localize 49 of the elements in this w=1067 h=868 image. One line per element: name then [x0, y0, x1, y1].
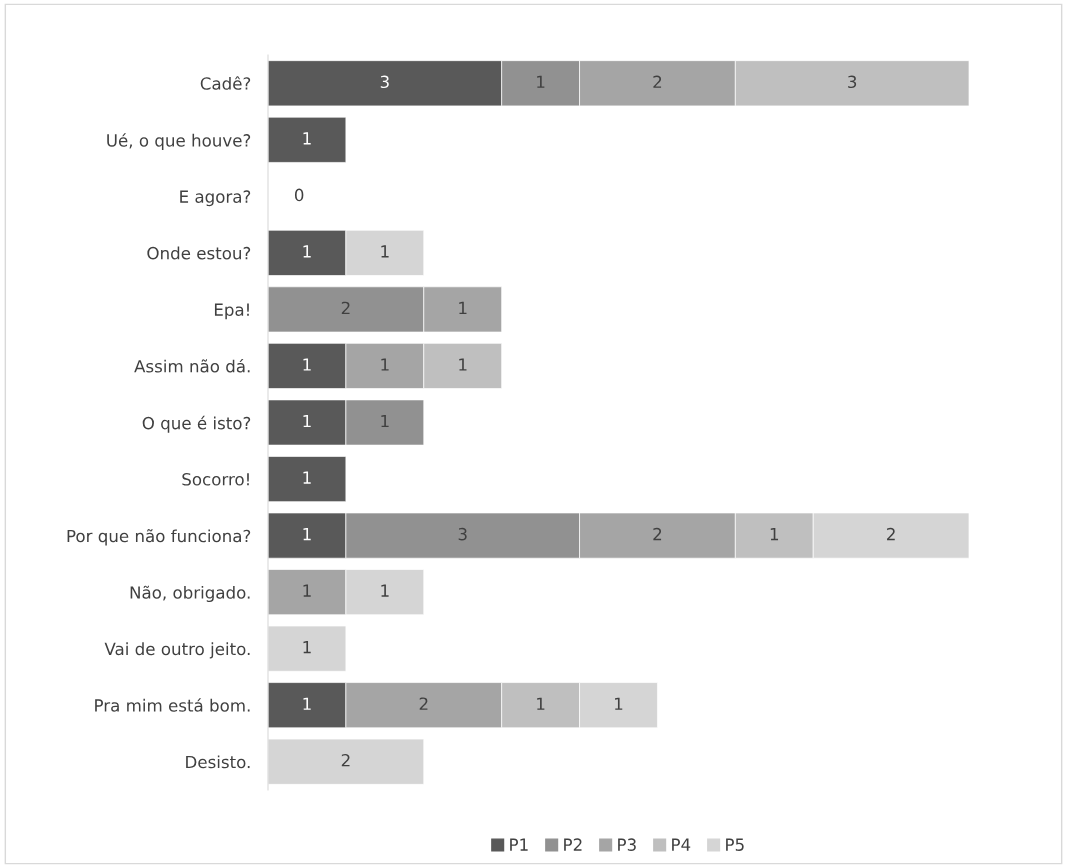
- y-tick-label: Onde estou?: [147, 246, 251, 260]
- data-label: 3: [380, 75, 389, 89]
- data-label: 1: [303, 697, 311, 710]
- legend-label: P2: [564, 838, 582, 851]
- legend-label: P4: [672, 838, 691, 851]
- data-label: 1: [303, 245, 311, 258]
- data-label: 1: [303, 528, 311, 541]
- y-tick-label: E agora?: [180, 190, 251, 207]
- data-label: 1: [537, 75, 545, 88]
- data-label: 3: [848, 75, 857, 89]
- data-label: 1: [537, 697, 545, 710]
- y-tick-label: O que é isto?: [142, 415, 251, 433]
- data-label: 2: [887, 527, 895, 541]
- y-tick-label: Assim não dá.: [134, 358, 250, 373]
- y-tick-label: Desisto.: [186, 755, 250, 769]
- data-label: 1: [303, 584, 311, 597]
- data-label: 2: [653, 527, 662, 541]
- data-label: 3: [458, 527, 467, 541]
- data-label: 1: [381, 584, 389, 597]
- legend-label: P5: [726, 838, 744, 851]
- bar: [268, 116, 347, 163]
- data-label: 1: [303, 132, 311, 145]
- bar: [268, 456, 347, 502]
- data-label: 1: [770, 528, 779, 541]
- data-label: 1: [381, 358, 389, 371]
- data-label: 2: [653, 75, 662, 88]
- data-label: 1: [459, 301, 467, 315]
- y-tick-label: Epa!: [214, 303, 249, 320]
- legend-label: P1: [510, 838, 528, 851]
- data-label: 1: [303, 641, 311, 654]
- data-label: 2: [341, 753, 350, 767]
- data-label: 2: [341, 301, 350, 315]
- y-tick-label: Não, obrigado.: [130, 585, 250, 603]
- y-tick-label: Vai de outro jeito.: [104, 642, 250, 659]
- data-label: 2: [419, 697, 428, 710]
- data-label: 0: [294, 188, 304, 202]
- y-tick-label: Socorro!: [182, 473, 249, 486]
- data-label: 1: [615, 697, 623, 710]
- y-tick-label: Por que não funciona?: [67, 529, 251, 546]
- legend-label: P3: [618, 838, 636, 851]
- data-label: 1: [459, 358, 467, 371]
- data-label: 1: [303, 358, 311, 371]
- y-tick-label: Pra mim está bom.: [95, 698, 250, 712]
- y-tick-label: Cadê?: [200, 76, 251, 90]
- y-tick-label: Ué, o que houve?: [107, 133, 251, 150]
- data-label: 1: [381, 414, 389, 428]
- data-label: 1: [303, 471, 311, 484]
- data-label: 1: [381, 245, 389, 258]
- data-label: 1: [303, 414, 311, 428]
